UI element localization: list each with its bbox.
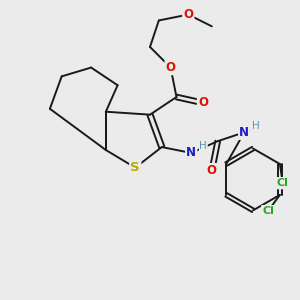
Text: H: H [253, 121, 260, 131]
Text: O: O [166, 61, 176, 74]
Text: N: N [239, 126, 249, 139]
Text: O: O [183, 8, 193, 21]
Text: N: N [186, 146, 196, 159]
Text: Cl: Cl [262, 206, 274, 216]
Text: S: S [130, 161, 140, 174]
Text: O: O [207, 164, 217, 177]
Text: Cl: Cl [277, 178, 289, 188]
Text: O: O [198, 96, 208, 110]
Text: H: H [200, 142, 207, 152]
